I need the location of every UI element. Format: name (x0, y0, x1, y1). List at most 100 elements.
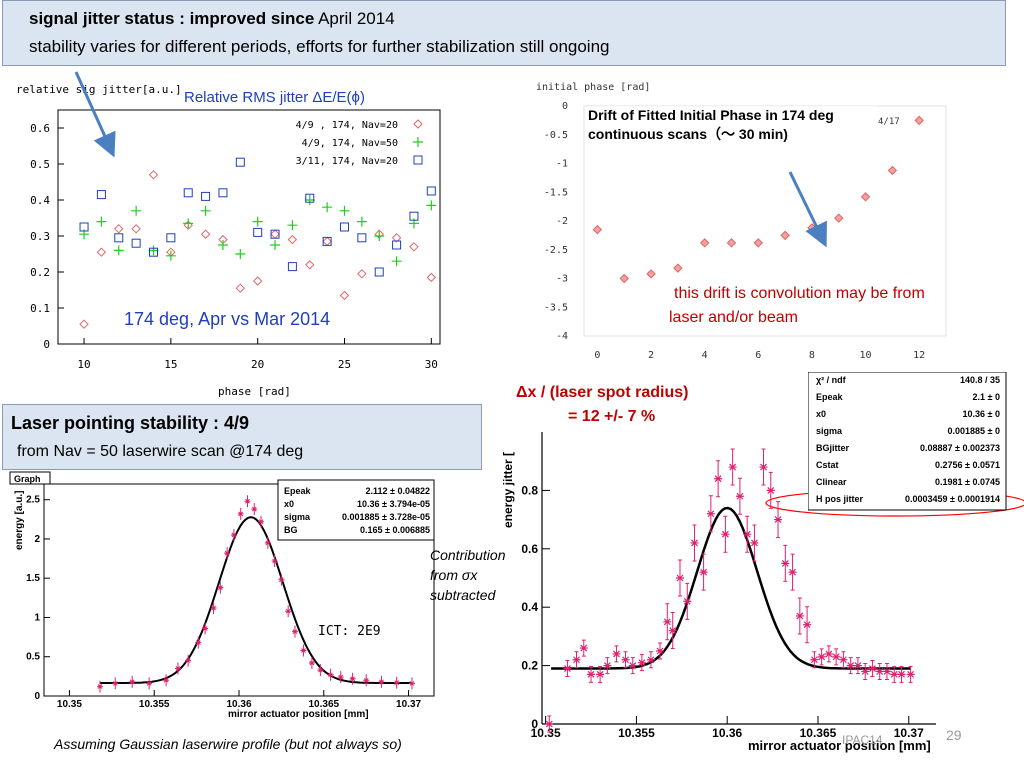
chart4-point (846, 662, 855, 670)
chart2-y-tick-label: -0.5 (544, 130, 568, 141)
chart3-point (230, 529, 237, 542)
chart4-point (853, 662, 862, 670)
chart3-point (337, 671, 344, 684)
chart4-point (683, 597, 692, 605)
chart4-x-tick-label: 10.355 (618, 726, 655, 740)
chart1-point-plus (339, 205, 350, 216)
chart1-ylabel: relative sig jitter[a.u.] (16, 83, 182, 96)
chart1-point-diamond (305, 260, 315, 270)
chart1-point-square (218, 188, 228, 198)
chart1-point-diamond (200, 229, 211, 239)
chart1-point-diamond (148, 170, 159, 180)
chart4-fit-param-value: 0.2756 ± 0.0571 (935, 460, 1000, 470)
chart4-y-tick-label: 0.2 (521, 659, 538, 673)
chart2-point (860, 192, 871, 202)
chart2-y-tick-label: -4 (556, 331, 568, 342)
chart1-point-square (357, 233, 367, 243)
chart1-point-plus (322, 202, 333, 213)
chart4-fit-param-name: BGjitter (816, 443, 850, 453)
chart3-y-tick-label: 0 (34, 691, 40, 702)
chart3-point (349, 672, 356, 685)
chart1-y-tick-label: 0.6 (30, 122, 50, 135)
chart4-fit-param-name: x0 (816, 409, 826, 419)
chart3-point (408, 677, 415, 690)
chart4-point (690, 539, 699, 547)
chart3-point (202, 622, 209, 635)
chart1-point-square (270, 229, 280, 239)
chart4-point (897, 670, 906, 678)
chart2-point (699, 238, 710, 248)
chart2-x-tick-label: 8 (809, 350, 815, 361)
chart1-legend-label: 4/9, 174, Nav=50 (302, 138, 398, 149)
chart4-point (699, 568, 708, 576)
contribution-note: Contribution from σx subtracted (430, 545, 506, 605)
chart3-point (210, 602, 217, 615)
chart1-point-plus (287, 220, 298, 231)
page-number: 29 (946, 727, 962, 743)
chart1-point-diamond (357, 269, 367, 279)
chart1-y-tick-label: 0.4 (30, 194, 50, 207)
chart4-fit-param-name: Clinear (816, 477, 847, 487)
chart3-fit-param-name: Epeak (284, 486, 312, 496)
chart3-fit-param-value: 10.36 ± 3.794e-05 (357, 499, 430, 509)
chart1-point-diamond (391, 233, 402, 243)
chart1-point-square (166, 233, 176, 243)
chart1-point-square (392, 240, 402, 250)
chart1-point-plus (183, 218, 194, 229)
chart1-point-square (409, 211, 419, 221)
chart2-point (780, 230, 790, 241)
chart3-point (251, 503, 258, 516)
chart4-fit-box-frame (808, 372, 1007, 511)
chart1-point-plus (200, 205, 211, 216)
chart4-point (743, 530, 752, 538)
chart3-y-tick-label: 1 (34, 612, 40, 623)
chart4-fit-box: χ² / ndf 140.8 / 35 Epeak 2.1 ± 0 x0 10.36 ± … (808, 372, 1007, 511)
chart2-point (619, 273, 629, 284)
chart2-y-tick-label: -1 (556, 159, 568, 170)
chart2-x-tick-label: 12 (913, 350, 925, 361)
chart4-point (817, 653, 826, 661)
chart4-fit-param-name: χ² / ndf (816, 375, 847, 385)
chart1-point-plus (356, 216, 367, 227)
drift-note-line-2: laser and/or beam (669, 309, 798, 326)
chart1-point-square (201, 191, 211, 201)
chart4-y-tick-label: 0.8 (521, 483, 538, 497)
chart4-point (663, 618, 672, 626)
chart3-x-tick-label: 10.37 (396, 699, 421, 710)
chart4-point (890, 670, 899, 678)
chart4-y-tick-label: 0 (531, 717, 538, 731)
footer-note: Assuming Gaussian laserwire profile (but… (54, 736, 402, 752)
chart3-point (237, 507, 244, 520)
ict-label: ICT: 2E9 (318, 624, 381, 639)
chart4-point (637, 659, 646, 667)
chart4-fit-param-value: 0.1981 ± 0.0745 (935, 477, 1000, 487)
chart1-point-square (114, 233, 124, 243)
chart4-fit-param-name: H pos jitter (816, 494, 864, 504)
chart4-point (545, 720, 554, 728)
chart4-fit-param-value: 2.1 ± 0 (973, 392, 1000, 402)
chart3-fit-box (277, 479, 435, 541)
chart3-point (224, 547, 231, 560)
chart2-x-tick-label: 10 (860, 350, 872, 361)
chart1-y-tick-label: 0.2 (30, 266, 50, 279)
chart4-point (781, 559, 790, 567)
arrow-to-jitter-point (74, 71, 116, 158)
chart4-point (861, 668, 870, 675)
chart4-point (603, 662, 612, 670)
chart4-x-tick-label: 10.35 (531, 726, 561, 740)
chart1-point-diamond (339, 290, 350, 301)
chart3-point (363, 674, 370, 687)
laser-pointing-box: Laser pointing stability : 4/9 from Nav … (2, 404, 482, 470)
chart3-point (174, 662, 181, 675)
chart1-frame (57, 109, 441, 345)
chart3-fit-param-name: BG (284, 525, 298, 535)
dx-annotation-line-2: = 12 +/- 7 % (568, 408, 656, 425)
chart1-point-square (374, 267, 384, 277)
chart4-point (668, 627, 677, 634)
chart4-point (628, 662, 637, 670)
jitter-vs-phase-chart: relative sig jitter[a.u.] Relative RMS j… (16, 83, 441, 398)
chart4-point (824, 650, 833, 658)
chart1-point-square (305, 193, 315, 203)
chart3-point (264, 536, 271, 549)
chart1-point-diamond (409, 242, 419, 252)
